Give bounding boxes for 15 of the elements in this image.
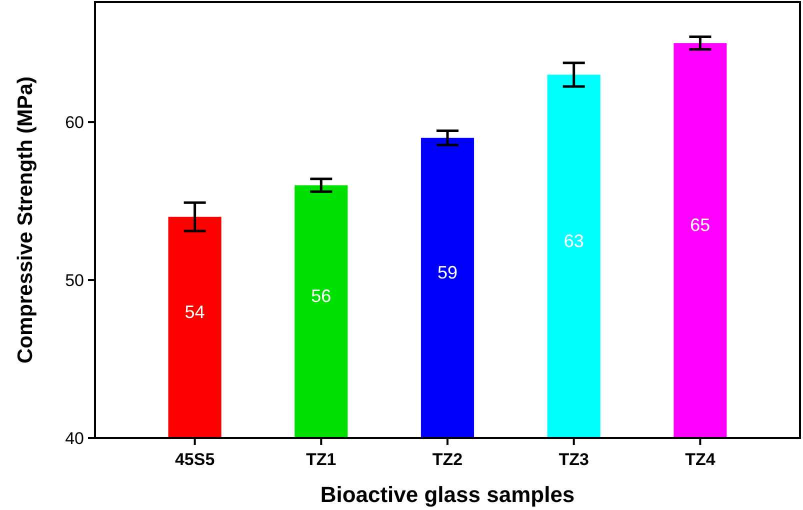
data-label: 54 (184, 302, 205, 322)
data-label: 56 (311, 286, 332, 306)
y-tick-label: 50 (65, 270, 84, 290)
x-tick-label: 45S5 (174, 450, 215, 469)
x-axis-title: Bioactive glass samples (320, 482, 575, 507)
x-tick-label: TZ3 (558, 450, 589, 469)
x-tick-label: TZ4 (685, 450, 716, 469)
y-tick-label: 60 (65, 113, 84, 132)
data-label: 63 (564, 230, 584, 251)
x-tick-label: TZ2 (432, 450, 463, 469)
y-axis-title: Compressive Strength (MPa) (14, 76, 37, 364)
data-label: 59 (437, 262, 458, 282)
data-label: 65 (690, 215, 710, 236)
x-tick-label: TZ1 (306, 450, 336, 469)
y-tick-label: 40 (65, 428, 84, 448)
